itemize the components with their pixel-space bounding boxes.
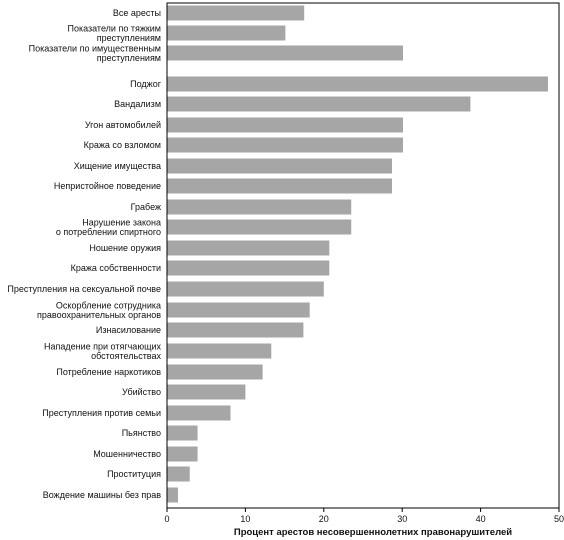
category-label: Преступления против семьи [42,408,161,418]
bar [167,405,231,421]
bar [167,178,393,194]
category-label: преступлениям [97,33,161,43]
x-axis-title: Процент арестов несовершеннолетних право… [234,527,512,538]
bar [167,425,198,441]
x-axis-ticks-group: 0 10 20 30 40 50 [164,508,564,524]
bar [167,364,263,380]
category-label: Пьянство [122,428,161,438]
bar [167,322,304,338]
category-label: преступлениям [97,53,161,63]
x-tick-label: 50 [554,514,564,524]
bar [167,487,178,503]
category-label: правоохранительных органов [37,310,161,320]
category-label: Показатели по имущественным [29,43,161,53]
category-label: Все аресты [113,8,161,18]
category-label: обстоятельствах [91,351,161,361]
category-label: Кража собственности [71,263,161,273]
category-label: Вандализм [114,99,161,109]
category-label: Нападение при отягчающих [44,341,162,351]
bar [167,260,330,276]
category-label: Угон автомобилей [85,120,161,130]
category-label: Кража со взломом [84,140,161,150]
bar [167,76,549,92]
x-tick-label: 30 [397,514,407,524]
x-tick-label: 0 [164,514,169,524]
bar [167,219,352,235]
category-label: Ношение оружия [89,243,161,253]
bar [167,45,403,61]
bars-group [167,5,549,503]
x-tick-label: 20 [319,514,329,524]
category-label: Поджог [130,79,162,89]
bar [167,25,286,41]
category-label: Оскорбление сотрудника [56,300,161,310]
bar [167,281,324,297]
x-tick-label: 10 [240,514,250,524]
bar [167,446,198,462]
category-label: Грабеж [131,202,161,212]
category-label: Показатели по тяжким [67,23,161,33]
category-label: Изнасилование [96,325,161,335]
x-tick-label: 40 [476,514,486,524]
bar [167,302,310,318]
category-label: Непристойное поведение [54,181,161,191]
category-label: Потребление наркотиков [56,367,161,377]
category-label: Вождение машины без прав [43,490,161,500]
bar [167,158,393,174]
category-label: Нарушение закона [82,217,161,227]
bar [167,343,272,359]
category-label: о потреблении спиртного [56,227,161,237]
bar [167,96,471,112]
bar [167,5,305,21]
bar [167,199,352,215]
bar [167,137,403,153]
bar [167,240,330,256]
category-label: Проституция [107,469,161,479]
category-label: Мошенничество [93,449,161,459]
category-label: Убийство [122,387,161,397]
category-label: Преступления на сексуальной почве [7,284,161,294]
bar [167,466,190,482]
plot-frame [166,2,560,509]
category-label: Хищение имущества [74,161,161,171]
bar [167,384,246,400]
bar [167,117,403,133]
